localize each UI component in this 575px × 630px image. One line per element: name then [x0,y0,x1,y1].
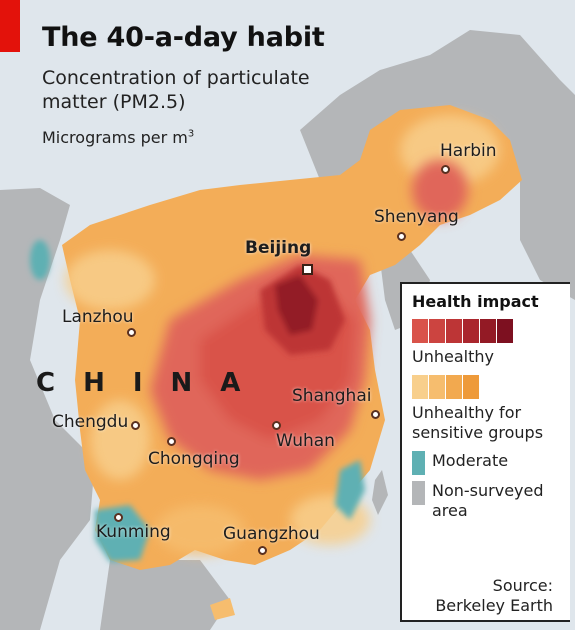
city-marker-chengdu [131,421,140,430]
legend: Health impact Unhealthy Unhealthy for se… [400,282,570,622]
legend-label-non-surveyed: Non-surveyed area [432,481,552,521]
city-label-guangzhou: Guangzhou [223,524,320,544]
legend-swatch [446,375,462,399]
city-label-chengdu: Chengdu [52,412,128,432]
legend-swatch [412,451,425,475]
legend-swatch [463,319,479,343]
legend-row-non-surveyed: Non-surveyed area [412,481,564,521]
units-label: Micrograms per m3 [42,128,194,147]
city-marker-beijing [302,264,313,275]
source-name: Berkeley Earth [435,596,553,616]
legend-row-moderate: Moderate [412,451,564,475]
legend-swatch [412,319,428,343]
city-label-shenyang: Shenyang [374,207,459,227]
chart-subtitle: Concentration of particulate matter (PM2… [42,66,372,114]
taiwan [372,470,388,515]
city-label-harbin: Harbin [440,141,496,161]
legend-swatches-unhealthy [412,319,564,343]
source-label: Source: [435,576,553,596]
neighbour-land-south [100,560,230,630]
city-label-shanghai: Shanghai [292,386,371,406]
legend-swatch [463,375,479,399]
city-marker-kunming [114,513,123,522]
city-marker-lanzhou [127,328,136,337]
city-label-lanzhou: Lanzhou [62,307,134,327]
city-label-wuhan: Wuhan [276,431,335,451]
legend-swatch [429,375,445,399]
legend-swatch [446,319,462,343]
neighbour-land-east [520,160,575,300]
legend-swatch [429,319,445,343]
city-marker-shanghai [371,410,380,419]
legend-swatch [480,319,496,343]
city-marker-guangzhou [258,546,267,555]
city-marker-harbin [441,165,450,174]
legend-swatch [497,319,513,343]
city-label-kunming: Kunming [96,522,171,542]
city-marker-wuhan [272,421,281,430]
legend-label-unhealthy: Unhealthy [412,347,564,367]
chart-title: The 40-a-day habit [42,22,325,53]
legend-swatch [412,481,425,505]
legend-swatch [412,375,428,399]
legend-title: Health impact [412,292,564,311]
city-marker-chongqing [167,437,176,446]
city-label-beijing: Beijing [245,238,311,258]
city-label-chongqing: Chongqing [148,449,240,469]
brand-tab [0,0,20,52]
legend-label-moderate: Moderate [432,451,508,471]
country-label: CHINA [36,368,268,398]
legend-swatches-sensitive [412,375,564,399]
city-marker-shenyang [397,232,406,241]
legend-label-sensitive: Unhealthy for sensitive groups [412,403,564,443]
source-note: Source: Berkeley Earth [435,576,553,616]
